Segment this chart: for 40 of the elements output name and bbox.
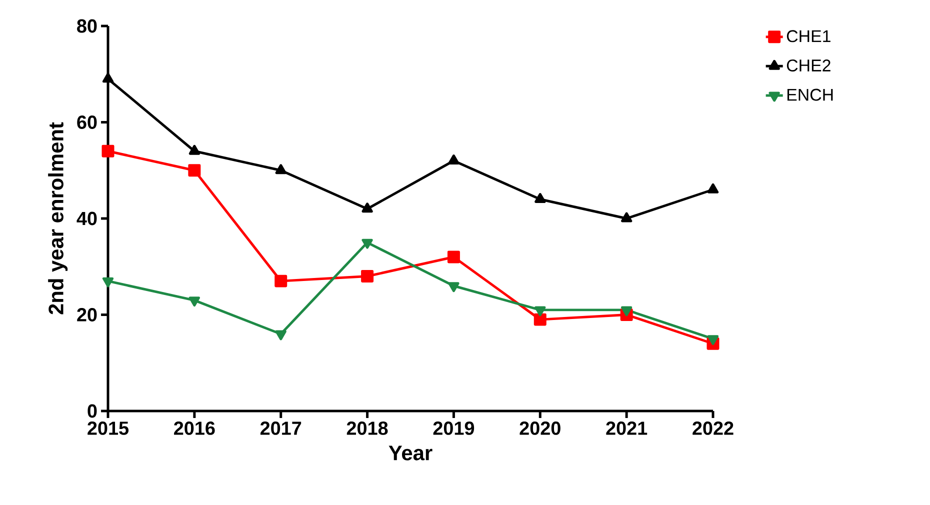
point	[448, 282, 460, 292]
point	[362, 238, 373, 249]
point	[188, 164, 201, 177]
x-tick-label: 2016	[174, 422, 215, 435]
y-tick-label: 20	[77, 308, 97, 322]
y-tick-label: 40	[76, 212, 97, 226]
point	[274, 274, 288, 288]
x-tick-label: 2015	[88, 422, 129, 435]
legend-label: CHE1	[786, 30, 830, 42]
point	[534, 306, 546, 316]
y-tick-label: 60	[77, 116, 97, 129]
y-tick-label: 0	[88, 404, 97, 418]
legend-label: CHE2	[786, 59, 830, 72]
point	[275, 330, 286, 340]
x-tick-label: 2019	[433, 422, 474, 435]
point	[102, 277, 114, 288]
x-tick-label: 2022	[692, 422, 734, 435]
point	[188, 296, 200, 307]
point	[707, 335, 719, 346]
y-axis-title: 2nd year enrolment	[48, 122, 68, 314]
y-tick-label: 80	[77, 19, 97, 33]
point	[362, 202, 373, 213]
point	[447, 250, 460, 264]
point	[361, 270, 374, 282]
point	[275, 164, 286, 174]
point	[448, 154, 460, 164]
point	[534, 193, 546, 203]
point	[621, 306, 632, 316]
point	[534, 313, 546, 326]
point	[621, 212, 632, 222]
x-axis-title: Year	[388, 446, 432, 460]
x-tick-label: 2017	[260, 422, 302, 435]
point	[102, 144, 114, 158]
legend-label: ENCH	[787, 88, 833, 101]
point	[102, 72, 114, 83]
point	[188, 144, 200, 155]
x-tick-label: 2020	[520, 422, 560, 435]
x-tick-label: 2021	[606, 422, 648, 435]
point	[707, 183, 719, 194]
x-tick-label: 2018	[346, 422, 388, 435]
